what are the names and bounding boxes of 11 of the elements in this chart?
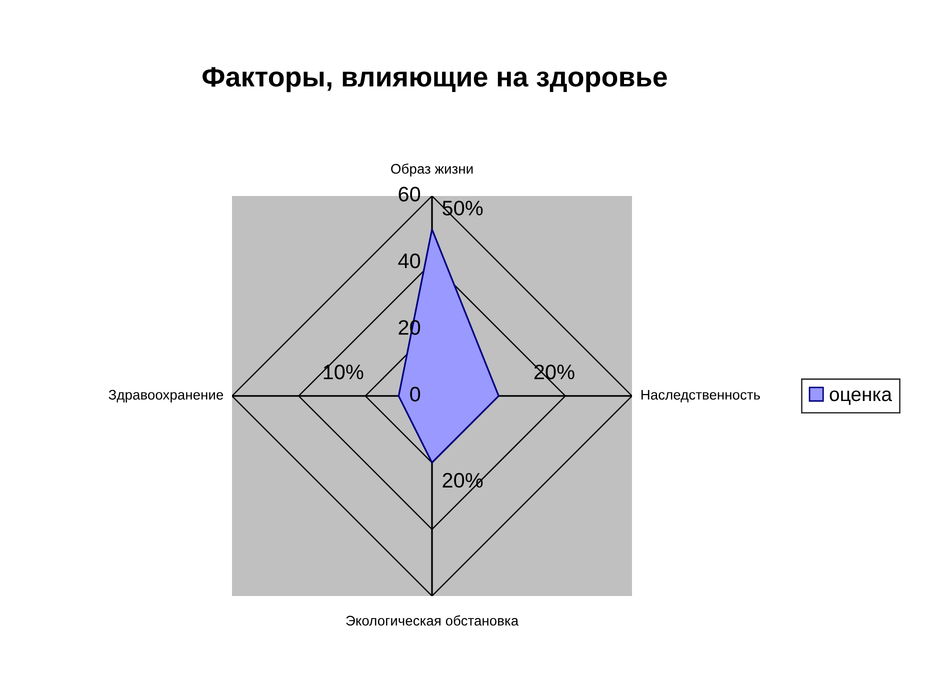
legend-label: оценка [830, 390, 892, 405]
data-label: 50% [442, 200, 483, 216]
spoke-label: Наследственность [641, 390, 760, 402]
spoke-label: Экологическая обстановка [346, 615, 519, 626]
spoke-label: Здравоохранение [108, 390, 224, 402]
y-tick-label: 0 [410, 386, 420, 402]
chart-title: Факторы, влияющие на здоровье [202, 67, 667, 92]
data-label: 10% [324, 364, 364, 380]
spoke-label: Образ жизни [391, 163, 473, 177]
y-tick-label: 60 [398, 186, 420, 202]
y-tick-label: 40 [398, 253, 420, 268]
